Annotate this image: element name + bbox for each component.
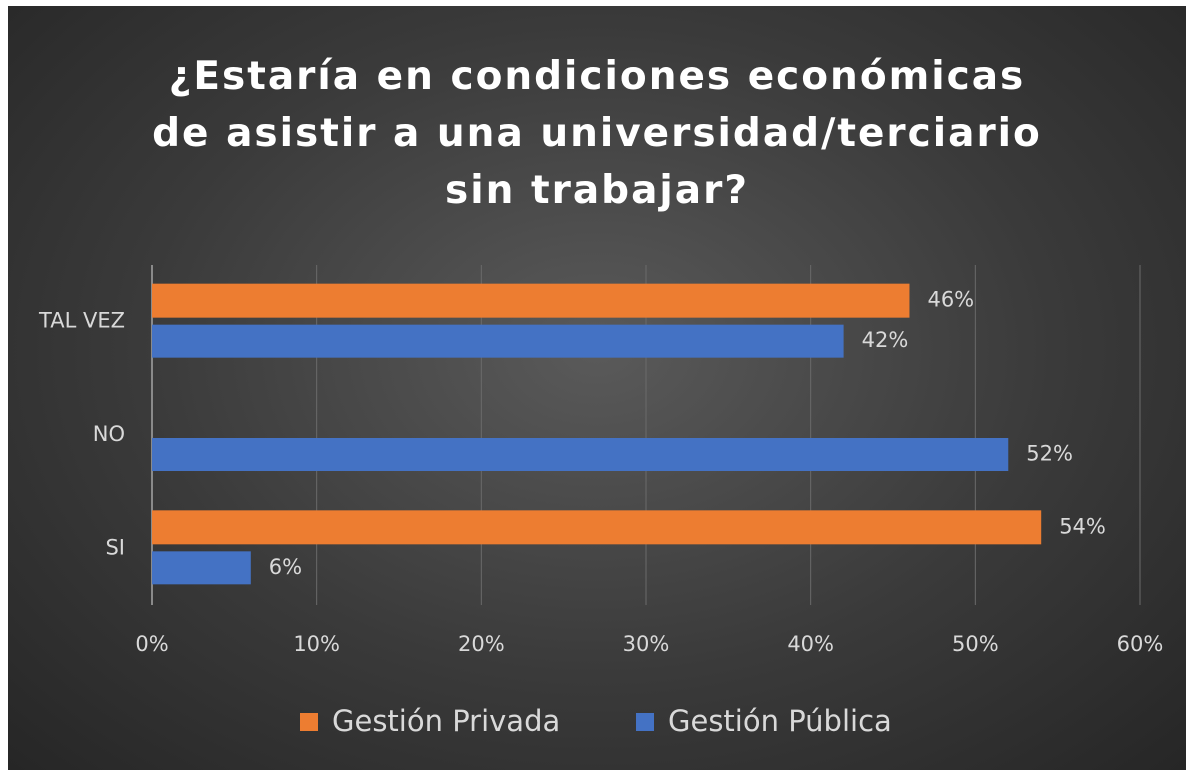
bar <box>152 438 1009 471</box>
legend-swatch <box>636 713 654 731</box>
x-tick-label: 30% <box>623 632 670 656</box>
legend-swatch <box>300 713 318 731</box>
x-tick-label: 20% <box>458 632 505 656</box>
data-label: 46% <box>927 288 974 312</box>
bar <box>152 551 251 585</box>
bar <box>152 324 844 358</box>
x-tick-label: 60% <box>1117 632 1164 656</box>
chart-background <box>8 6 1186 770</box>
y-tick-label: SI <box>105 535 125 559</box>
data-label: 54% <box>1059 514 1106 538</box>
x-tick-label: 0% <box>135 632 168 656</box>
data-label: 6% <box>269 555 302 579</box>
y-tick-label: TAL VEZ <box>38 309 125 333</box>
x-tick-label: 40% <box>787 632 834 656</box>
bar <box>152 283 910 318</box>
x-tick-label: 50% <box>952 632 999 656</box>
chart-title: ¿Estaría en condiciones económicas de as… <box>152 54 1042 213</box>
legend-label: Gestión Privada <box>332 704 560 738</box>
legend-label: Gestión Pública <box>668 704 892 738</box>
bar <box>152 510 1042 545</box>
data-label: 42% <box>862 328 909 352</box>
y-tick-label: NO <box>93 422 125 446</box>
data-label: 52% <box>1026 442 1073 466</box>
x-tick-label: 10% <box>293 632 340 656</box>
